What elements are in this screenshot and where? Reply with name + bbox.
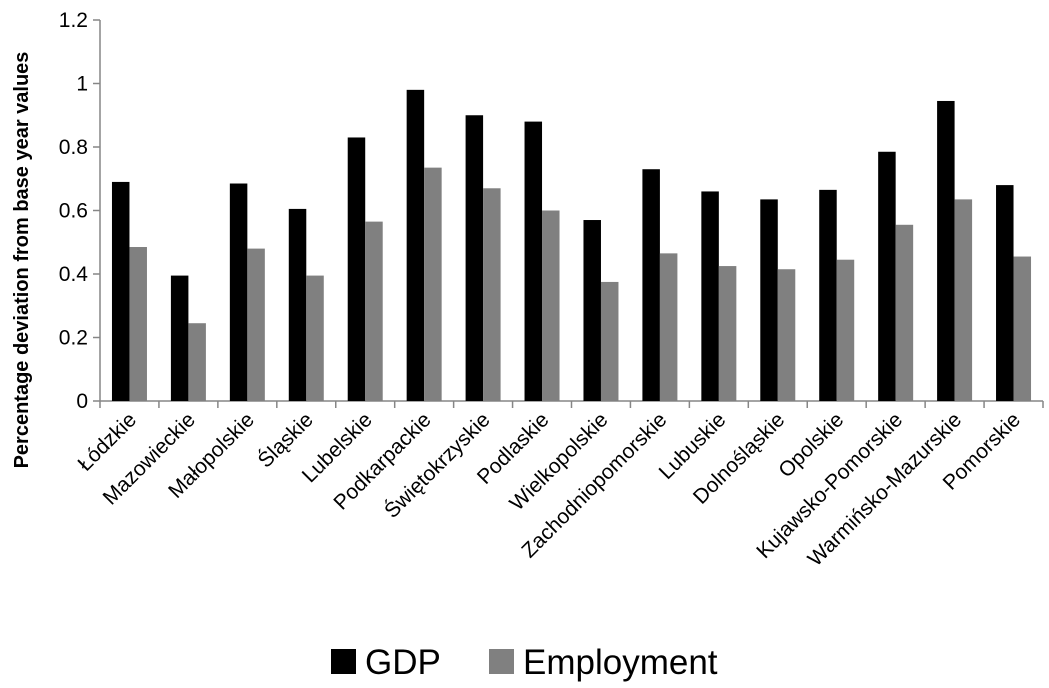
bar-gdp-5 [347, 137, 366, 401]
bar-gdp-14 [878, 151, 896, 401]
y-tick-label: 1 [76, 73, 88, 96]
bar-gdp-1 [111, 181, 130, 401]
bar-gdp-6 [406, 89, 425, 401]
bar-employment-16 [1013, 256, 1032, 401]
legend-swatch-gdp [331, 649, 356, 674]
bar-gdp-13 [819, 189, 837, 401]
bar-employment-14 [895, 224, 914, 401]
x-tick-label: Świętokrzyskie [379, 408, 494, 523]
y-tick-label: 1.2 [59, 9, 88, 32]
bar-employment-8 [542, 210, 560, 401]
y-tick-label: 0.6 [59, 200, 88, 223]
bar-gdp-2 [170, 275, 189, 401]
bar-employment-9 [600, 281, 619, 401]
bar-gdp-4 [288, 208, 307, 401]
legend: GDP Employment [331, 643, 718, 682]
bar-employment-12 [777, 269, 796, 401]
legend-swatch-employment [489, 649, 514, 674]
legend-label-gdp: GDP [365, 643, 441, 682]
bar-gdp-11 [701, 191, 719, 401]
bar-gdp-9 [583, 220, 601, 401]
bar-gdp-8 [524, 121, 543, 401]
bar-gdp-3 [229, 183, 248, 401]
bar-employment-11 [718, 266, 737, 401]
bar-gdp-12 [760, 199, 778, 401]
y-tick-label: 0.4 [59, 263, 89, 286]
bar-employment-5 [365, 221, 383, 401]
x-tick-labels: ŁódzkieMazowieckieMałopolskieŚląskieLube… [74, 408, 1026, 571]
y-tick-label: 0 [76, 390, 88, 413]
bar-employment-6 [424, 167, 442, 401]
bar-employment-7 [483, 188, 501, 401]
bar-employment-13 [836, 259, 855, 401]
bar-gdp-7 [465, 115, 484, 401]
bar-employment-2 [188, 323, 206, 401]
y-tick-label: 0.2 [59, 327, 88, 350]
bar-gdp-15 [937, 100, 955, 402]
bar-gdp-16 [996, 185, 1014, 401]
bar-employment-10 [659, 253, 678, 401]
bar-employment-1 [129, 247, 147, 401]
bar-employment-15 [954, 199, 973, 401]
bars-group [111, 89, 1032, 402]
y-axis-label: Percentage deviation from base year valu… [11, 52, 33, 469]
bar-gdp-10 [642, 169, 660, 401]
bar-employment-3 [247, 248, 265, 401]
legend-label-employment: Employment [523, 643, 718, 682]
bar-employment-4 [306, 275, 324, 401]
y-tick-label: 0.8 [59, 136, 88, 159]
